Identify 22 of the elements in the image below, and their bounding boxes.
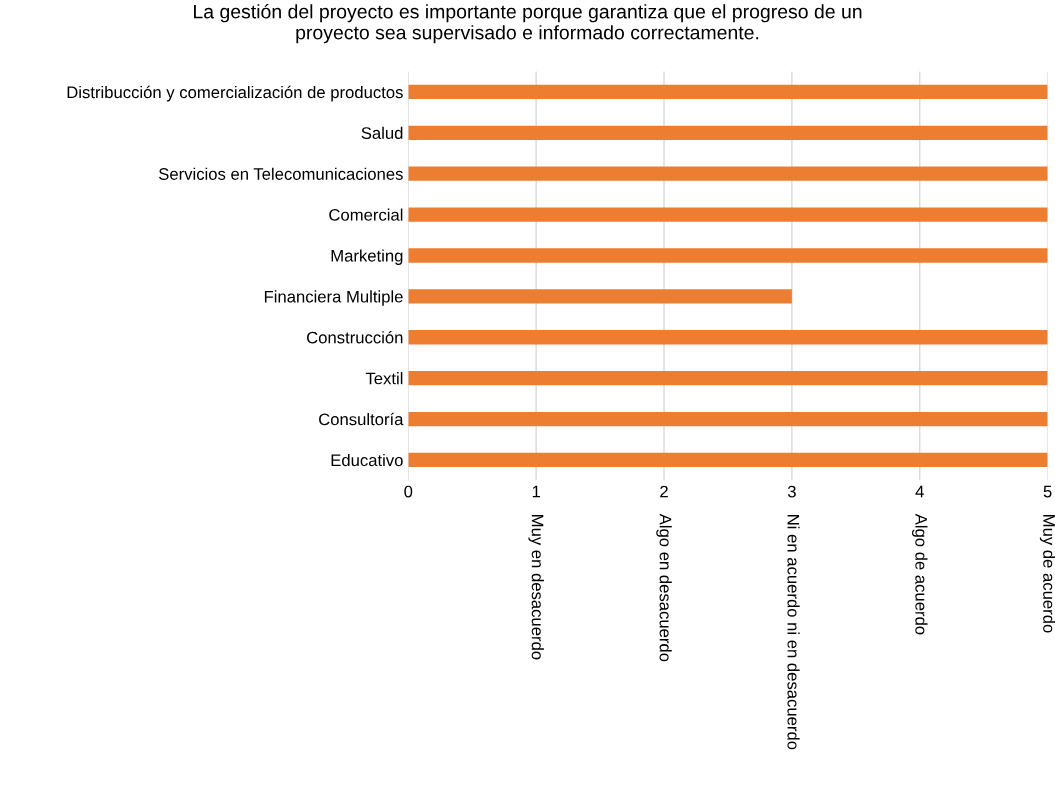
- y-tick-label: Salud: [361, 126, 403, 139]
- text: Muy de acuerdo: [1039, 515, 1055, 633]
- x-tick-label: 3: [787, 485, 796, 498]
- x-tick-label: 4: [915, 485, 924, 498]
- x-tick-label: 0: [404, 485, 413, 498]
- y-tick-label: Educativo: [331, 453, 403, 467]
- chart-title: La gestión del proyecto es importante porque garantiza que el progreso de un proyecto sea supervisado e informado correctamente.: [194, 3, 862, 44]
- x-tick-label: 5: [1043, 485, 1052, 498]
- y-tick-label: Distribucción y comercialización de productos: [67, 85, 403, 102]
- x-tick-label: 1: [532, 485, 540, 498]
- y-tick-label: Consultoría: [319, 412, 404, 426]
- y-tick-label: Textil: [365, 372, 403, 385]
- text: Ni en acuerdo ni en desacuerdo: [787, 515, 800, 750]
- y-tick-label: Construcción: [307, 331, 403, 344]
- y-tick-label: Financiera Multiple: [264, 290, 403, 306]
- text: Muy en desacuerdo: [528, 515, 544, 660]
- y-tick-label: Comercial: [329, 208, 403, 221]
- y-tick-label: Servicios en Telecomunicaciones: [159, 167, 403, 180]
- text: Algo en desacuerdo: [656, 513, 672, 662]
- x-tick-label: 2: [660, 485, 668, 498]
- y-tick-label: Marketing: [331, 249, 403, 265]
- text: Algo de acuerdo: [911, 513, 928, 635]
